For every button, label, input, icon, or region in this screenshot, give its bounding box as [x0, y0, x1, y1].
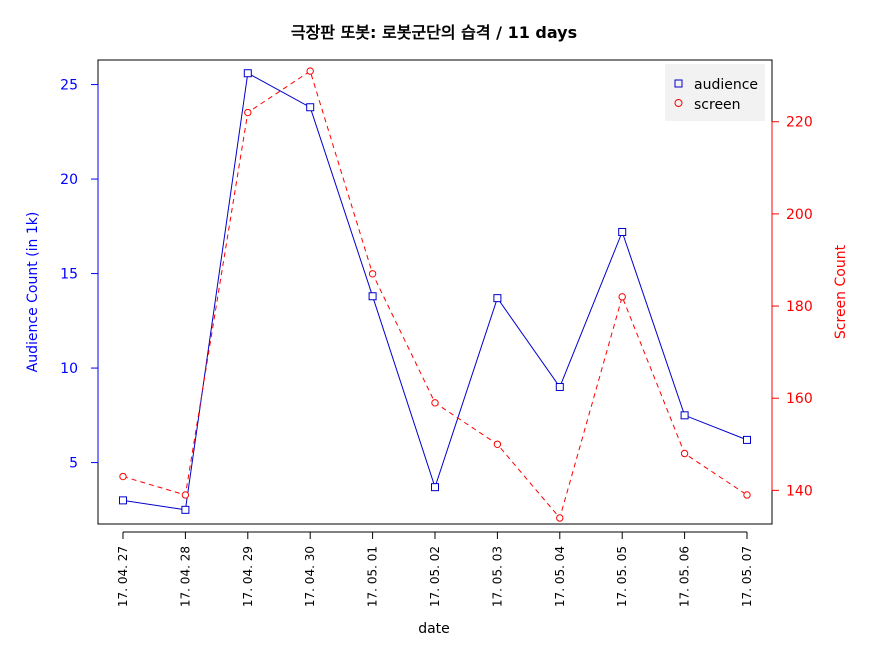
- left-tick-label: 5: [69, 456, 78, 472]
- right-y-axis: 140 160 180 200 220: [771, 115, 813, 499]
- data-point-screen: [119, 472, 127, 481]
- data-point-screen: [181, 491, 190, 499]
- data-point-screen: [556, 514, 564, 522]
- x-tick-label: 17. 05. 05: [615, 546, 629, 607]
- data-point-audience: [618, 227, 627, 236]
- x-axis: 17. 04. 27 17. 04. 28 17. 04. 29 17. 04. 30…: [116, 531, 754, 607]
- data-point-audience: [680, 411, 689, 420]
- left-y-axis-label: Audience Count (in 1k): [25, 212, 41, 373]
- left-y-axis: 5 10 15 20 25: [60, 78, 99, 472]
- x-tick-label: 17. 05. 07: [740, 546, 754, 607]
- data-point-audience: [493, 294, 502, 303]
- x-tick-label: 17. 05. 06: [678, 546, 692, 607]
- data-point-screen: [680, 449, 689, 458]
- data-point-audience: [306, 103, 315, 112]
- left-tick-label: 20: [60, 172, 78, 188]
- x-tick-label: 17. 05. 01: [366, 546, 380, 607]
- right-tick-label: 200: [786, 207, 813, 223]
- left-tick-label: 25: [60, 78, 78, 94]
- plot-area-frame: [97, 59, 773, 525]
- series-layer: [119, 67, 751, 522]
- x-tick-label: 17. 05. 04: [553, 546, 567, 607]
- data-point-screen: [431, 399, 439, 407]
- right-tick-label: 160: [786, 391, 813, 407]
- data-point-screen: [493, 440, 502, 448]
- data-point-audience: [181, 505, 190, 514]
- legend-square-marker: [674, 79, 683, 88]
- right-tick-label: 140: [786, 483, 813, 499]
- legend-box: [665, 64, 765, 121]
- legend-label-screen: screen: [694, 97, 741, 113]
- data-point-audience: [555, 382, 564, 391]
- series-line-audience: [122, 72, 748, 511]
- data-point-audience: [431, 483, 439, 492]
- data-point-screen: [244, 108, 252, 117]
- x-tick-label: 17. 04. 29: [241, 546, 255, 607]
- data-point-screen: [368, 270, 377, 278]
- legend: audience screen: [665, 64, 765, 121]
- data-point-screen: [743, 491, 751, 499]
- data-point-screen: [618, 293, 626, 301]
- left-tick-label: 10: [60, 361, 78, 377]
- data-point-audience: [743, 435, 751, 444]
- left-tick-label: 15: [60, 267, 78, 283]
- data-point-audience: [119, 496, 127, 505]
- right-tick-label: 180: [786, 299, 813, 315]
- chart-title: 극장판 또봇: 로봇군단의 습격 / 11 days: [291, 23, 577, 42]
- right-tick-label: 220: [786, 115, 813, 131]
- x-tick-label: 17. 05. 02: [428, 546, 442, 607]
- x-tick-label: 17. 04. 27: [116, 546, 130, 607]
- legend-label-audience: audience: [694, 77, 758, 93]
- data-point-screen: [306, 67, 314, 75]
- x-tick-label: 17. 04. 28: [178, 546, 192, 607]
- x-tick-label: 17. 04. 30: [303, 546, 317, 607]
- data-point-audience: [368, 292, 377, 301]
- x-tick-label: 17. 05. 03: [490, 546, 504, 607]
- legend-circle-marker: [674, 99, 683, 107]
- x-axis-label: date: [418, 621, 450, 637]
- right-y-axis-label: Screen Count: [833, 244, 849, 339]
- data-point-audience: [243, 69, 252, 78]
